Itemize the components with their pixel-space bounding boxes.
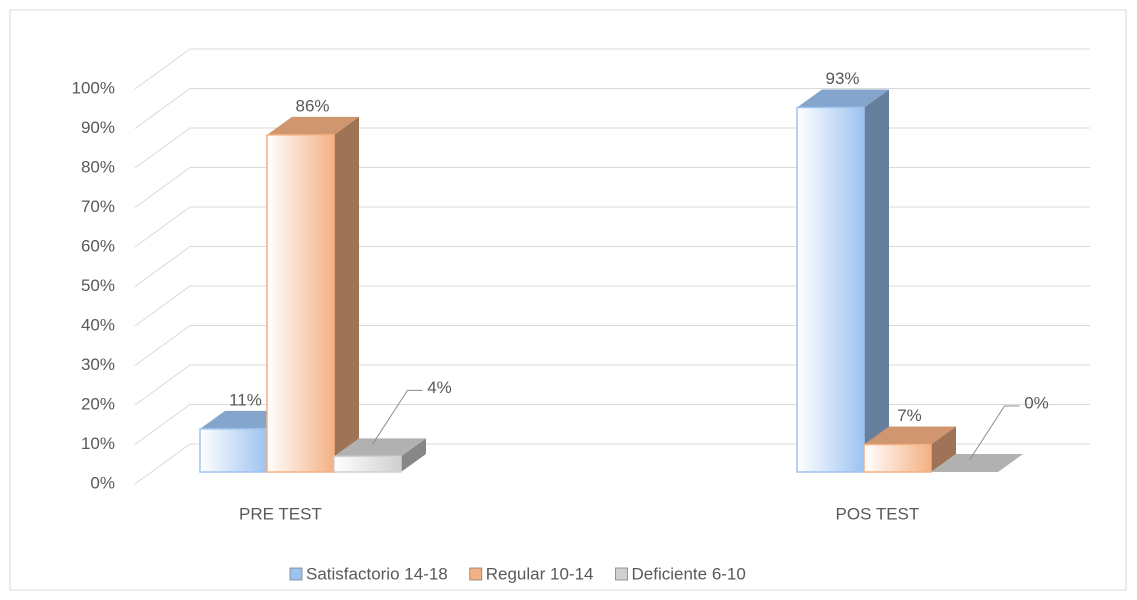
bar-top-shade — [864, 426, 956, 445]
grid-line-side — [134, 88, 191, 129]
bar-top-shade — [931, 454, 1023, 472]
y-tick-label: 50% — [81, 276, 115, 295]
bar-side — [931, 426, 956, 472]
grid-line-side — [134, 48, 191, 90]
grid-line-side — [134, 443, 191, 485]
bar-side-shade — [401, 438, 426, 472]
grid-line-side — [134, 364, 191, 406]
grid-line-side — [134, 246, 191, 287]
x-tick-label: PRE TEST — [239, 504, 322, 523]
legend-swatch — [615, 567, 628, 581]
bar-top-shade — [267, 116, 359, 135]
bar-side — [334, 116, 359, 472]
grid-line-side — [134, 206, 191, 248]
bar-side-shade — [864, 89, 889, 472]
y-tick-label: 10% — [81, 434, 115, 453]
y-tick-label: 100% — [72, 78, 115, 97]
bar-top-shade — [334, 438, 426, 457]
data-label: 86% — [295, 96, 329, 115]
legend-swatch — [289, 567, 303, 581]
bar-top-shade — [797, 89, 889, 108]
bar — [796, 106, 865, 473]
chart-border — [9, 9, 1127, 591]
data-label: 93% — [825, 69, 859, 88]
legend-label: Deficiente 6-10 — [632, 564, 746, 583]
bar — [199, 428, 268, 473]
bar-side — [401, 438, 426, 472]
y-tick-label: 0% — [90, 473, 115, 492]
y-tick-label: 60% — [81, 236, 115, 255]
grid-line-side — [134, 127, 191, 169]
bar-side-shade — [931, 426, 956, 472]
leader-line — [372, 389, 423, 445]
bar-top — [267, 116, 359, 135]
bar — [266, 134, 335, 473]
y-tick-label: 80% — [81, 157, 115, 176]
bar — [333, 455, 402, 473]
grid-line-side — [134, 404, 191, 445]
data-label: 7% — [897, 406, 922, 425]
x-tick-label: POS TEST — [836, 504, 920, 523]
leader-line — [969, 405, 1020, 461]
bar — [863, 443, 932, 473]
bar-side — [864, 89, 889, 472]
data-label: 4% — [427, 378, 452, 397]
legend-label: Satisfactorio 14-18 — [306, 564, 448, 583]
bar-top — [931, 454, 1023, 472]
y-tick-label: 30% — [81, 355, 115, 374]
legend-label: Regular 10-14 — [486, 564, 594, 583]
bar-top — [797, 89, 889, 108]
y-tick-label: 40% — [81, 315, 115, 334]
y-tick-label: 20% — [81, 394, 115, 413]
y-tick-label: 70% — [81, 197, 115, 216]
data-label: 11% — [229, 390, 262, 409]
legend-swatch — [469, 567, 483, 581]
grid-line-side — [134, 285, 191, 327]
bar-top — [864, 426, 956, 445]
bar-side-shade — [334, 116, 359, 472]
bar-top — [334, 438, 426, 457]
grid-line-side — [134, 167, 191, 208]
grid-line-side — [134, 325, 191, 366]
data-label: 0% — [1024, 393, 1049, 412]
y-tick-label: 90% — [81, 118, 115, 137]
